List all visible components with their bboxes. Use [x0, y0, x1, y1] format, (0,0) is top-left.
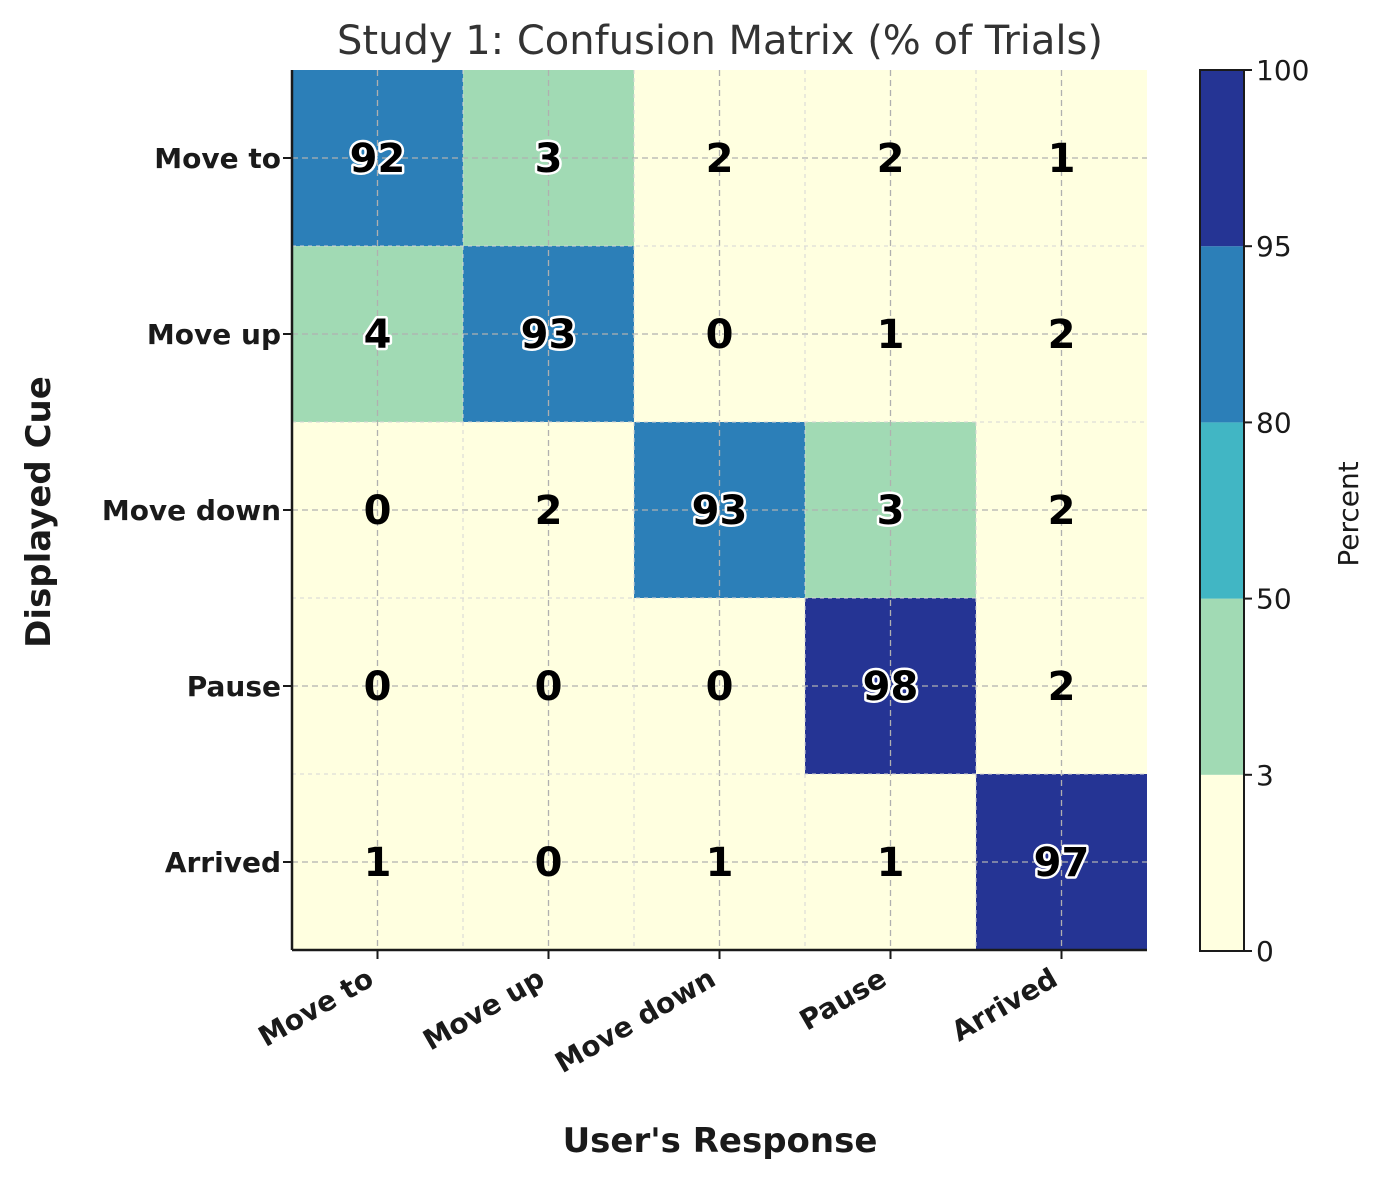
colorbar-tick-label: 95	[1256, 230, 1292, 263]
colorbar-tick-label: 3	[1256, 759, 1274, 792]
colorbar-tick-label: 0	[1256, 935, 1274, 968]
x-tick-label: Pause	[794, 961, 892, 1037]
y-tick-label: Move down	[102, 494, 281, 527]
cell-value-label: 3	[535, 136, 563, 182]
colorbar-tick-label: 50	[1256, 583, 1292, 616]
cell-value-label: 2	[877, 136, 905, 182]
cell-value-label: 0	[706, 312, 734, 358]
x-tick-label: Move up	[417, 961, 550, 1057]
colorbar-segment	[1200, 70, 1244, 247]
cell-value-label: 2	[1048, 664, 1076, 710]
colorbar-tick-label: 100	[1256, 54, 1309, 87]
cell-value-label: 93	[521, 312, 577, 358]
y-tick-label: Arrived	[165, 846, 281, 879]
cell-value-label: 2	[1048, 488, 1076, 534]
x-axis-label: User's Response	[563, 1121, 878, 1161]
cell-value-label: 0	[706, 664, 734, 710]
grid-lines	[292, 70, 1147, 950]
cell-value-label: 0	[364, 664, 392, 710]
colorbar-segment	[1200, 774, 1244, 951]
x-tick-label: Arrived	[946, 961, 1063, 1048]
colorbar-frame	[1199, 69, 1245, 952]
cell-value-labels: 92 3 2 2 1 4 93 0 1 2 0 2 93 3 2 0 0 0 98 2 1 0 1 1 97	[347, 134, 1092, 889]
cell-value-label: 2	[535, 488, 563, 534]
cell-value-label: 4	[364, 312, 392, 358]
colorbar-segment	[1200, 246, 1244, 423]
x-tick-label: Move to	[253, 961, 379, 1053]
colorbar: 0 3 50 80 95 100	[1199, 54, 1309, 968]
cell-value-label: 97	[1034, 840, 1090, 886]
axes	[283, 70, 1147, 959]
colorbar-label: Percent	[1332, 461, 1365, 566]
cell-value-label: 2	[1048, 312, 1076, 358]
cell-value-label: 93	[692, 488, 748, 534]
cell-value-label: 0	[535, 664, 563, 710]
cell-value-label: 92	[350, 136, 406, 182]
cell-value-label: 1	[706, 840, 734, 886]
colorbar-segment	[1200, 598, 1244, 775]
y-tick-label: Move up	[147, 318, 281, 351]
cell-value-label: 3	[877, 488, 905, 534]
cell-value-label: 0	[535, 840, 563, 886]
cell-value-label: 1	[364, 840, 392, 886]
colorbar-tick-label: 80	[1256, 406, 1292, 439]
cell-value-label: 2	[706, 136, 734, 182]
x-tick-label: Move down	[549, 961, 721, 1079]
cell-value-label: 0	[364, 488, 392, 534]
cell-value-label: 1	[1048, 136, 1076, 182]
chart-title: Study 1: Confusion Matrix (% of Trials)	[337, 18, 1103, 64]
x-tick-labels: Move to Move up Move down Pause Arrived	[253, 961, 1063, 1079]
y-axis-label: Displayed Cue	[19, 376, 59, 648]
colorbar-segment	[1200, 422, 1244, 599]
cell-value-label: 1	[877, 840, 905, 886]
y-tick-label: Pause	[187, 670, 281, 703]
cell-value-label: 1	[877, 312, 905, 358]
y-tick-label: Move to	[154, 142, 281, 175]
y-tick-labels: Move to Move up Move down Pause Arrived	[102, 142, 281, 879]
cell-value-label: 98	[863, 664, 919, 710]
